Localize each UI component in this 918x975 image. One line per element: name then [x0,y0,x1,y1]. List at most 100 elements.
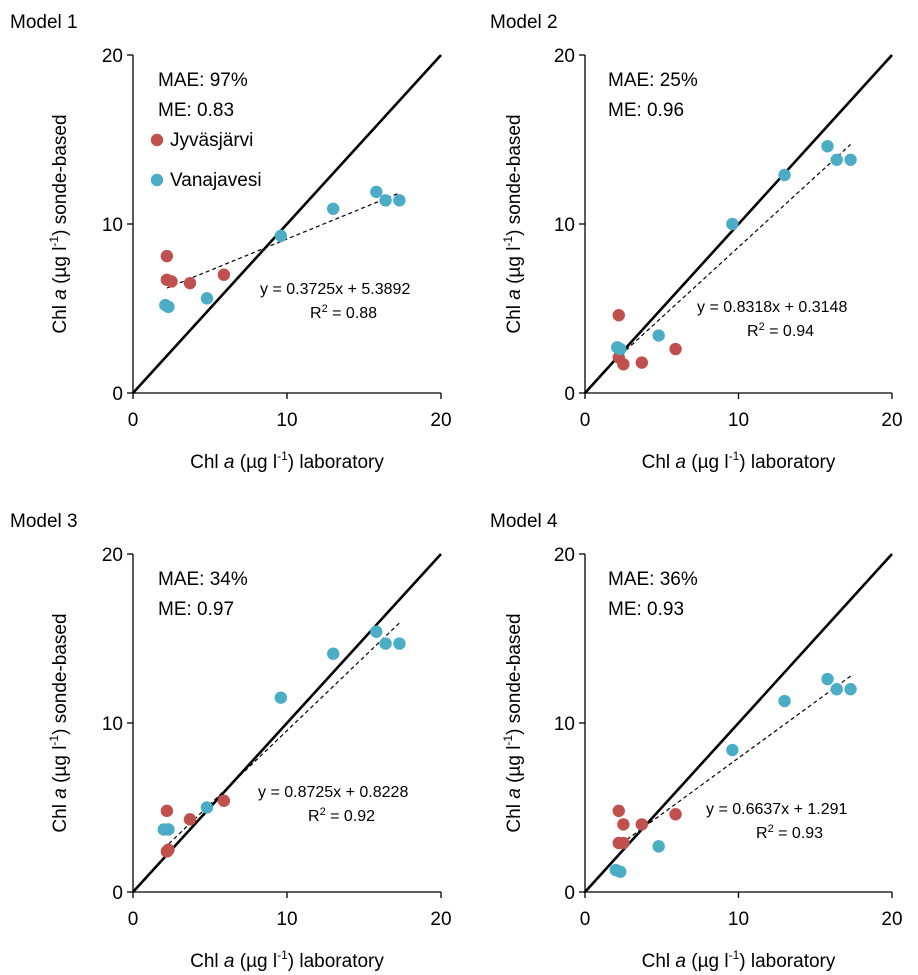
data-point-jyv-sj-rvi [617,358,630,371]
x-axis-title-italic: a [675,452,686,473]
y-axis-title-text: Chl [50,300,71,334]
data-point-vanajavesi [844,153,857,166]
data-point-vanajavesi [821,672,834,686]
panel-label: Model 2 [490,12,558,33]
data-point-vanajavesi [830,683,843,696]
data-point-jyv-sj-rvi [669,808,682,821]
r-squared-text: R [310,305,322,322]
trendline-r-squared: R2 = 0.94 [747,321,814,340]
r-squared-text: = 0.94 [765,323,814,340]
y-axis-title: Chl a (µg l-1) sonde-based [47,613,71,832]
stat-text: ME: 0.97 [158,599,234,620]
x-axis-title-text: ) laboratory [739,452,836,473]
y-axis-title-text: ) sonde-based [504,114,525,235]
x-tick-label: 0 [580,909,591,930]
one-to-one-line [132,54,442,394]
x-axis-title-text: (µg l [234,951,277,972]
x-tick-label: 10 [276,909,297,930]
one-to-one-line [584,553,893,893]
stat-text: ME: 0.93 [608,599,684,620]
data-point-jyv-sj-rvi [165,275,178,288]
x-tick-label: 20 [430,909,451,930]
data-point-vanajavesi [370,185,383,199]
panel-label: Model 3 [10,511,78,532]
trendline [163,622,400,850]
stat-text: MAE: 36% [608,569,698,590]
r-squared-text: = 0.88 [328,305,377,322]
y-axis-title-text: ) sonde-based [504,613,525,734]
x-axis-title-text: (µg l [234,452,277,473]
y-tick-label: 10 [102,215,123,236]
x-axis-title-superscript: -1 [277,449,288,463]
y-axis-title-italic: a [50,289,71,300]
trendline-equation: y = 0.3725x + 5.3892 [260,281,410,298]
y-axis-title: Chl a (µg l-1) sonde-based [501,114,525,333]
trendline-equation: y = 0.6637x + 1.291 [706,801,848,818]
data-point-vanajavesi [274,691,288,704]
x-tick-label: 0 [580,410,591,431]
r-squared-superscript: 2 [759,321,765,333]
x-axis-title: Chl a (µg l-1) laboratory [642,449,836,473]
legend-label: Jyväsjärvi [170,130,253,151]
data-point-jyv-sj-rvi [669,342,682,356]
trendline [615,675,851,849]
x-tick-label: 10 [276,410,297,431]
trendline [615,144,851,361]
y-axis-title-superscript: -1 [501,236,515,247]
x-tick-label: 0 [128,410,139,431]
data-point-vanajavesi [614,865,627,878]
y-axis-title: Chl a (µg l-1) sonde-based [501,613,525,832]
x-axis-title-superscript: -1 [729,948,740,962]
y-axis-title-italic: a [504,289,525,300]
data-point-jyv-sj-rvi [612,309,625,322]
trendline-equation: y = 0.8318x + 0.3148 [697,299,847,316]
x-axis-title-text: Chl [642,452,676,473]
data-point-vanajavesi [162,300,175,314]
y-tick-label: 20 [102,46,123,67]
one-to-one-line [132,553,442,893]
r-squared-text: = 0.92 [326,808,375,825]
stat-text: ME: 0.96 [608,100,684,121]
x-axis-title-italic: a [224,452,235,473]
y-axis-title-superscript: -1 [501,735,515,746]
data-point-vanajavesi [393,194,406,207]
y-axis-title-text: (µg l [50,247,71,290]
x-axis-title-text: Chl [190,452,224,473]
x-axis-title-superscript: -1 [277,948,288,962]
y-tick-label: 10 [102,714,123,735]
data-point-vanajavesi [726,743,739,757]
y-axis-title-text: Chl [50,799,71,833]
data-point-jyv-sj-rvi [635,356,648,369]
legend-marker [150,133,164,147]
data-point-vanajavesi [778,694,791,708]
y-axis-title-text: (µg l [50,746,71,789]
r-squared-text: R [747,323,759,340]
x-axis-title-italic: a [224,951,235,972]
y-axis-title-text: Chl [504,799,525,833]
data-point-jyv-sj-rvi [162,843,175,856]
data-point-vanajavesi [162,823,175,836]
r-squared-superscript: 2 [768,823,774,835]
data-point-vanajavesi [614,342,627,356]
data-point-jyv-sj-rvi [612,804,625,818]
data-point-jyv-sj-rvi [217,794,231,807]
data-point-vanajavesi [274,229,288,243]
data-point-vanajavesi [200,801,214,814]
trendline-r-squared: R2 = 0.92 [308,806,375,825]
panel-label: Model 4 [490,511,558,532]
x-axis-title: Chl a (µg l-1) laboratory [190,449,384,473]
data-point-vanajavesi [379,637,392,650]
legend-label: Vanajavesi [170,170,262,191]
y-axis-title-superscript: -1 [47,735,61,746]
y-axis-title-text: (µg l [504,746,525,789]
x-tick-label: 0 [128,909,139,930]
r-squared-superscript: 2 [322,303,328,315]
r-squared-text: R [308,808,320,825]
data-point-vanajavesi [370,625,383,638]
y-tick-label: 0 [112,883,123,904]
y-axis-title-text: ) sonde-based [50,114,71,235]
x-axis-title-text: ) laboratory [739,951,836,972]
data-point-vanajavesi [379,194,392,207]
